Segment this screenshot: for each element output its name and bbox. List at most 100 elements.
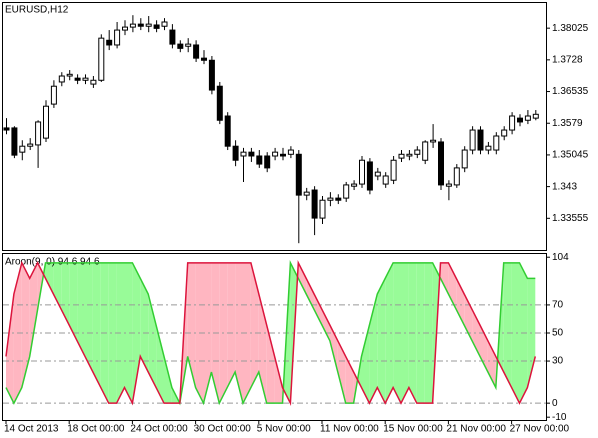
candle-body	[485, 145, 492, 151]
candle-body	[74, 77, 81, 81]
candle-body	[374, 171, 381, 177]
area-fill	[61, 262, 70, 326]
area-fill	[369, 293, 378, 404]
candle-body	[445, 183, 452, 187]
candle-body	[532, 113, 539, 119]
candle-body	[122, 26, 128, 31]
area-fill	[314, 293, 322, 326]
area-fill	[274, 356, 283, 404]
area-fill	[156, 325, 164, 404]
candle-body	[327, 197, 334, 201]
candle-body	[43, 105, 49, 139]
y-tick-label: 0	[552, 398, 558, 409]
area-fill	[235, 262, 243, 404]
y-tick-label: 1.33555	[552, 213, 589, 224]
candle-body	[264, 155, 271, 169]
area-fill	[258, 293, 267, 404]
candle-body	[422, 141, 429, 161]
y-tick-label: 50	[552, 328, 564, 339]
candle-body	[477, 129, 484, 151]
candle-body	[169, 29, 176, 45]
candle-body	[161, 21, 168, 27]
area-fill	[21, 262, 30, 388]
candle-body	[438, 141, 444, 186]
area-fill	[503, 262, 512, 388]
y-tick-label: 1.36535	[552, 86, 589, 97]
candle-body	[90, 79, 97, 85]
y-tick-label: 1.343	[552, 181, 577, 192]
chart-title: EURUSD,H12	[5, 5, 69, 16]
candle-body	[469, 129, 476, 151]
candle-body	[493, 135, 500, 151]
candle-body	[501, 129, 508, 137]
candle-body	[256, 155, 263, 165]
x-tick-label: 15 Nov 00:00	[383, 424, 443, 435]
candle-body	[406, 153, 413, 157]
area-fill	[416, 262, 425, 404]
candle-body	[517, 117, 523, 123]
indicator-panel-frame	[2, 253, 547, 421]
area-fill	[108, 262, 117, 404]
area-fill	[140, 278, 149, 373]
candle-body	[98, 37, 105, 81]
y-tick-label: 70	[552, 300, 564, 311]
candle-body	[224, 115, 231, 147]
candle-body	[390, 159, 397, 181]
candle-body	[359, 159, 365, 185]
candle-body	[248, 151, 255, 157]
candle-body	[240, 151, 247, 157]
candle-body	[303, 191, 310, 196]
candle-body	[311, 189, 318, 219]
candle-body	[137, 23, 144, 27]
candle-body	[50, 85, 57, 105]
candle-body	[193, 44, 200, 59]
aroon-line	[5, 259, 536, 406]
candle-body	[280, 153, 286, 157]
candle-body	[201, 57, 207, 61]
x-tick-label: 11 Nov 00:00	[320, 424, 379, 435]
area-fill	[85, 262, 93, 373]
candle-body	[185, 43, 192, 47]
area-fill	[69, 262, 78, 341]
area-fill	[298, 262, 307, 294]
area-fill	[250, 262, 259, 388]
y-tick-label: 1.3579	[552, 118, 583, 129]
candle-body	[398, 153, 405, 159]
candle-body	[232, 145, 239, 161]
candle-body	[19, 145, 26, 153]
area-fill	[187, 262, 196, 388]
area-fill	[377, 278, 386, 404]
candle-body	[509, 115, 516, 131]
area-fill	[92, 262, 101, 388]
y-tick-label: 1.38025	[552, 23, 589, 34]
y-tick-label: 1.35045	[552, 150, 589, 161]
candle-body	[216, 85, 223, 121]
y-tick-label: 104	[552, 252, 569, 263]
x-tick-label: 24 Oct 00:00	[130, 424, 188, 435]
aroon-line	[5, 259, 537, 406]
candle-body	[106, 39, 113, 46]
area-fill	[511, 262, 520, 404]
area-fill	[385, 262, 394, 404]
candle-body	[430, 139, 437, 143]
candle-body	[335, 197, 342, 201]
candle-body	[35, 121, 42, 146]
x-tick-label: 5 Nov 00:00	[257, 424, 311, 435]
candle-body	[58, 75, 65, 83]
area-fill	[266, 325, 275, 404]
candle-body	[129, 23, 136, 28]
area-fill	[124, 262, 133, 404]
x-tick-label: 18 Oct 00:00	[67, 424, 125, 435]
y-tick-label: -10	[552, 412, 567, 423]
y-tick-label: 1.3728	[552, 54, 583, 65]
candle-body	[453, 167, 460, 186]
candle-body	[343, 184, 350, 199]
candle-body	[366, 161, 373, 191]
price-panel-frame	[2, 2, 547, 251]
area-fill	[361, 325, 370, 404]
area-fill	[203, 262, 212, 404]
area-fill	[306, 278, 315, 310]
x-tick-label: 21 Nov 00:00	[446, 424, 506, 435]
x-tick-label: 30 Oct 00:00	[194, 424, 252, 435]
candle-body	[177, 43, 184, 49]
